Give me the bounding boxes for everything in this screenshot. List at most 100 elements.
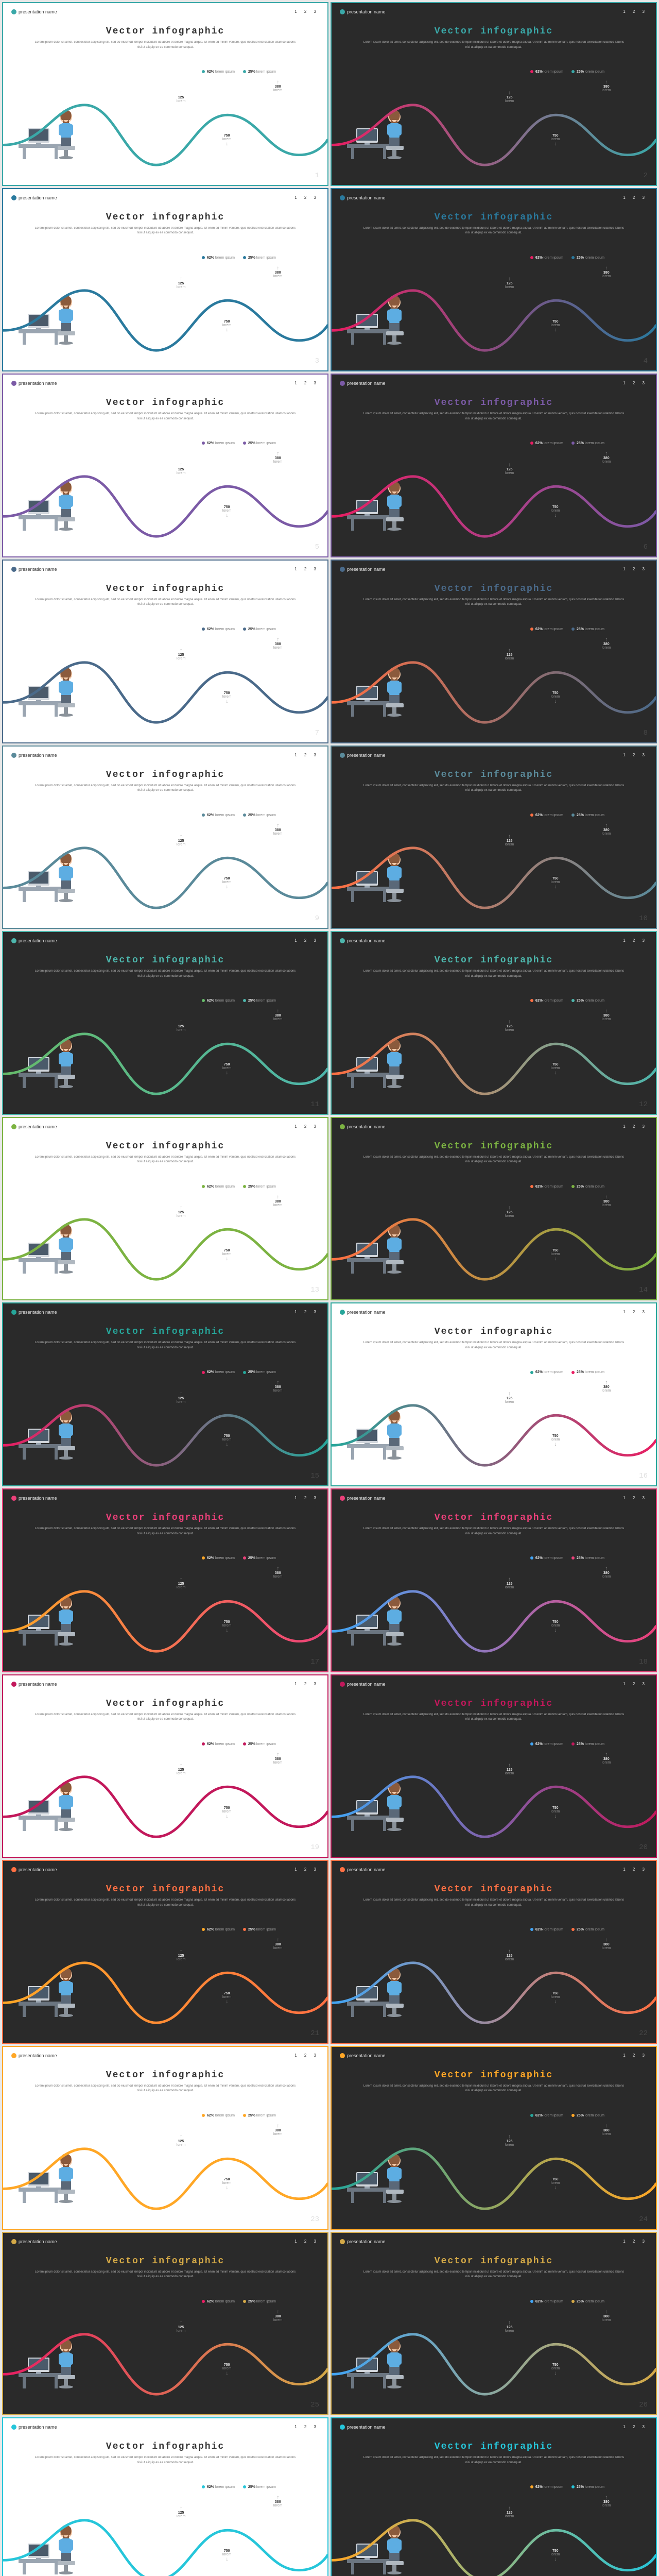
brand-icon: [340, 2425, 345, 2430]
data-marker: ↑125lorem: [177, 276, 186, 289]
slide-title: Vector infographic: [332, 2256, 656, 2266]
brand-icon: [340, 2239, 345, 2244]
data-marker: ↑125lorem: [505, 1762, 514, 1775]
slide-number: 16: [639, 1472, 648, 1480]
data-marker: ↑380lorem: [602, 823, 611, 836]
slide-number: 23: [310, 2215, 319, 2224]
top-numbers: 1 2 3: [623, 2239, 648, 2244]
top-numbers: 1 2 3: [294, 381, 319, 385]
wave-chart: [3, 2500, 327, 2576]
data-marker: 750lorem↓: [222, 1249, 232, 1262]
data-marker: ↑125lorem: [505, 90, 514, 103]
data-marker: 750lorem↓: [222, 1806, 232, 1819]
brand-icon: [11, 2425, 16, 2430]
slide-subtitle: Lorem ipsum dolor sit amet, consectetur …: [362, 1341, 625, 1350]
data-marker: ↑380lorem: [602, 1008, 611, 1021]
slide-title: Vector infographic: [3, 955, 327, 965]
slide: presentation name 1 2 3 Vector infograph…: [2, 1674, 328, 1858]
data-marker: 750lorem↓: [551, 134, 560, 147]
wave-chart: [332, 1757, 656, 1857]
slide-subtitle: Lorem ipsum dolor sit amet, consectetur …: [34, 40, 297, 50]
brand-label: presentation name: [11, 1124, 57, 1129]
slide-number: 19: [310, 1843, 319, 1852]
brand-label: presentation name: [340, 567, 386, 572]
data-marker: 750lorem↓: [551, 1992, 560, 2005]
slide-subtitle: Lorem ipsum dolor sit amet, consectetur …: [34, 412, 297, 421]
wave-chart: [3, 1571, 327, 1671]
legend: 62% lorem ipsum 25% lorem ipsum: [202, 999, 276, 1003]
wave-chart: [3, 85, 327, 185]
top-numbers: 1 2 3: [623, 1124, 648, 1129]
brand-text: presentation name: [19, 753, 57, 758]
slide-number: 14: [639, 1286, 648, 1294]
top-numbers: 1 2 3: [294, 567, 319, 571]
wave-chart: [332, 1943, 656, 2043]
legend: 62% lorem ipsum 25% lorem ipsum: [530, 2300, 604, 2303]
slide-number: 17: [310, 1658, 319, 1666]
slide: presentation name 1 2 3 Vector infograph…: [2, 2232, 328, 2416]
wave-chart: [3, 1943, 327, 2043]
brand-label: presentation name: [11, 195, 57, 200]
data-marker: ↑380lorem: [602, 1566, 611, 1579]
legend: 62% lorem ipsum 25% lorem ipsum: [202, 628, 276, 631]
data-marker: ↑380lorem: [273, 1752, 283, 1765]
slide-subtitle: Lorem ipsum dolor sit amet, consectetur …: [362, 2455, 625, 2465]
brand-label: presentation name: [340, 1867, 386, 1872]
data-marker: ↑125lorem: [505, 834, 514, 846]
slide-title: Vector infographic: [3, 212, 327, 223]
slide: presentation name 1 2 3 Vector infograph…: [331, 2, 657, 186]
data-marker: ↑380lorem: [602, 1194, 611, 1207]
slide-title: Vector infographic: [332, 1884, 656, 1894]
top-numbers: 1 2 3: [294, 9, 319, 14]
data-marker: 750lorem↓: [222, 1434, 232, 1447]
brand-label: presentation name: [11, 753, 57, 758]
data-marker: ↑380lorem: [602, 637, 611, 650]
slide-title: Vector infographic: [332, 1141, 656, 1151]
data-marker: ↑380lorem: [273, 1194, 283, 1207]
top-numbers: 1 2 3: [294, 1496, 319, 1500]
data-marker: 750lorem↓: [222, 1620, 232, 1633]
data-marker: 750lorem↓: [551, 2363, 560, 2376]
data-marker: ↑125lorem: [505, 2134, 514, 2147]
wave-chart: [3, 270, 327, 370]
wave-chart: [332, 2500, 656, 2576]
wave-chart: [332, 642, 656, 742]
slide-title: Vector infographic: [3, 1513, 327, 1523]
slide-title: Vector infographic: [3, 584, 327, 594]
slide-subtitle: Lorem ipsum dolor sit amet, consectetur …: [34, 2455, 297, 2465]
slide-title: Vector infographic: [3, 1884, 327, 1894]
data-marker: ↑380lorem: [602, 1752, 611, 1765]
slide-subtitle: Lorem ipsum dolor sit amet, consectetur …: [34, 2084, 297, 2094]
brand-icon: [340, 1867, 345, 1872]
brand-label: presentation name: [340, 9, 386, 14]
legend: 62% lorem ipsum 25% lorem ipsum: [202, 70, 276, 74]
legend: 62% lorem ipsum 25% lorem ipsum: [530, 2114, 604, 2117]
brand-icon: [11, 9, 16, 14]
brand-icon: [340, 2053, 345, 2058]
data-marker: ↑380lorem: [273, 79, 283, 92]
slide: presentation name 1 2 3 Vector infograph…: [331, 745, 657, 929]
brand-text: presentation name: [347, 1496, 386, 1501]
brand-label: presentation name: [11, 567, 57, 572]
data-marker: 750lorem↓: [222, 1992, 232, 2005]
slide-title: Vector infographic: [332, 2442, 656, 2452]
data-marker: ↑380lorem: [602, 265, 611, 278]
data-marker: ↑380lorem: [602, 451, 611, 464]
top-numbers: 1 2 3: [623, 9, 648, 14]
wave-chart: [3, 456, 327, 556]
slide-subtitle: Lorem ipsum dolor sit amet, consectetur …: [34, 226, 297, 236]
top-numbers: 1 2 3: [623, 567, 648, 571]
top-numbers: 1 2 3: [294, 2053, 319, 2058]
brand-icon: [340, 1682, 345, 1687]
data-marker: ↑125lorem: [177, 1948, 186, 1961]
slide-subtitle: Lorem ipsum dolor sit amet, consectetur …: [34, 784, 297, 793]
slide: presentation name 1 2 3 Vector infograph…: [331, 2046, 657, 2230]
top-numbers: 1 2 3: [294, 2425, 319, 2429]
top-numbers: 1 2 3: [623, 381, 648, 385]
top-numbers: 1 2 3: [294, 753, 319, 757]
top-numbers: 1 2 3: [294, 195, 319, 200]
brand-icon: [340, 9, 345, 14]
data-marker: ↑125lorem: [177, 2505, 186, 2518]
slide-number: 25: [310, 2401, 319, 2409]
data-marker: ↑125lorem: [177, 2320, 186, 2333]
